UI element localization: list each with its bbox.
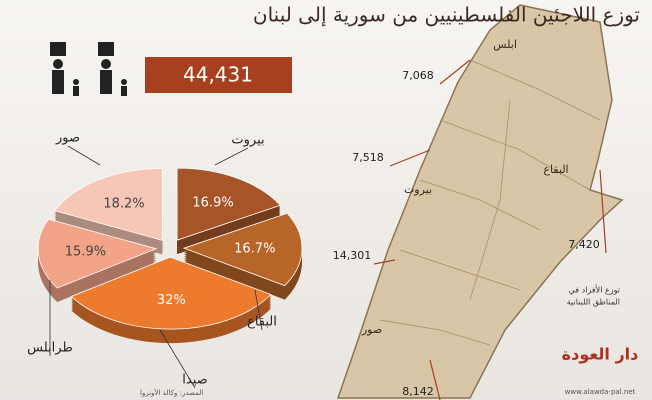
leader bbox=[159, 329, 196, 389]
slice bbox=[54, 167, 163, 241]
map-region: بيروت bbox=[404, 183, 432, 196]
slice bbox=[37, 218, 158, 289]
family-icons bbox=[50, 42, 127, 96]
leader bbox=[254, 289, 263, 331]
connector bbox=[599, 169, 607, 254]
slice-label: 18.2% bbox=[103, 197, 144, 212]
slice bbox=[176, 167, 282, 241]
category-label: صور bbox=[55, 131, 80, 146]
slice-label: 16.7% bbox=[234, 242, 275, 257]
map-count: 7,420 bbox=[568, 238, 600, 251]
slice-label: 15.9% bbox=[65, 245, 106, 260]
slice bbox=[70, 256, 272, 330]
slice-label: 16.9% bbox=[192, 195, 233, 210]
map-region: ابلس bbox=[493, 38, 517, 51]
connector bbox=[439, 59, 471, 85]
map-lebanon bbox=[336, 4, 624, 399]
map-count: 7,068 bbox=[402, 69, 434, 82]
category-label: البقاع bbox=[247, 315, 277, 330]
map-borders bbox=[379, 59, 601, 346]
map-region: البقاع bbox=[543, 163, 568, 176]
category-label: صيدا bbox=[182, 373, 207, 388]
map-count: 7,518 bbox=[352, 151, 384, 164]
leader bbox=[214, 147, 249, 166]
map-region: صور bbox=[361, 323, 382, 336]
category-label: طرابلس bbox=[27, 341, 73, 356]
leader bbox=[67, 145, 101, 166]
map-legend: توزع الأفراد في bbox=[569, 285, 620, 295]
total-box bbox=[145, 57, 292, 93]
connector bbox=[373, 259, 396, 265]
slice-label: 32% bbox=[157, 293, 186, 308]
title: توزع اللاجئين الفلسطينيين من سورية إلى ل… bbox=[253, 3, 640, 28]
category-label: بيروت bbox=[231, 133, 264, 148]
source: المصدر: وكالة الأونروا bbox=[140, 388, 203, 397]
map-legend: المناطق اللبنانية bbox=[567, 298, 620, 307]
map-count: 14,301 bbox=[333, 249, 372, 262]
connector bbox=[389, 149, 431, 167]
total: 44,431 bbox=[183, 63, 253, 87]
logo: دار العودة bbox=[562, 345, 639, 364]
connector bbox=[429, 359, 441, 400]
logo-url: www.alawda-pal.net bbox=[565, 388, 636, 396]
slice bbox=[182, 212, 303, 287]
map-count: 8,142 bbox=[402, 385, 434, 398]
